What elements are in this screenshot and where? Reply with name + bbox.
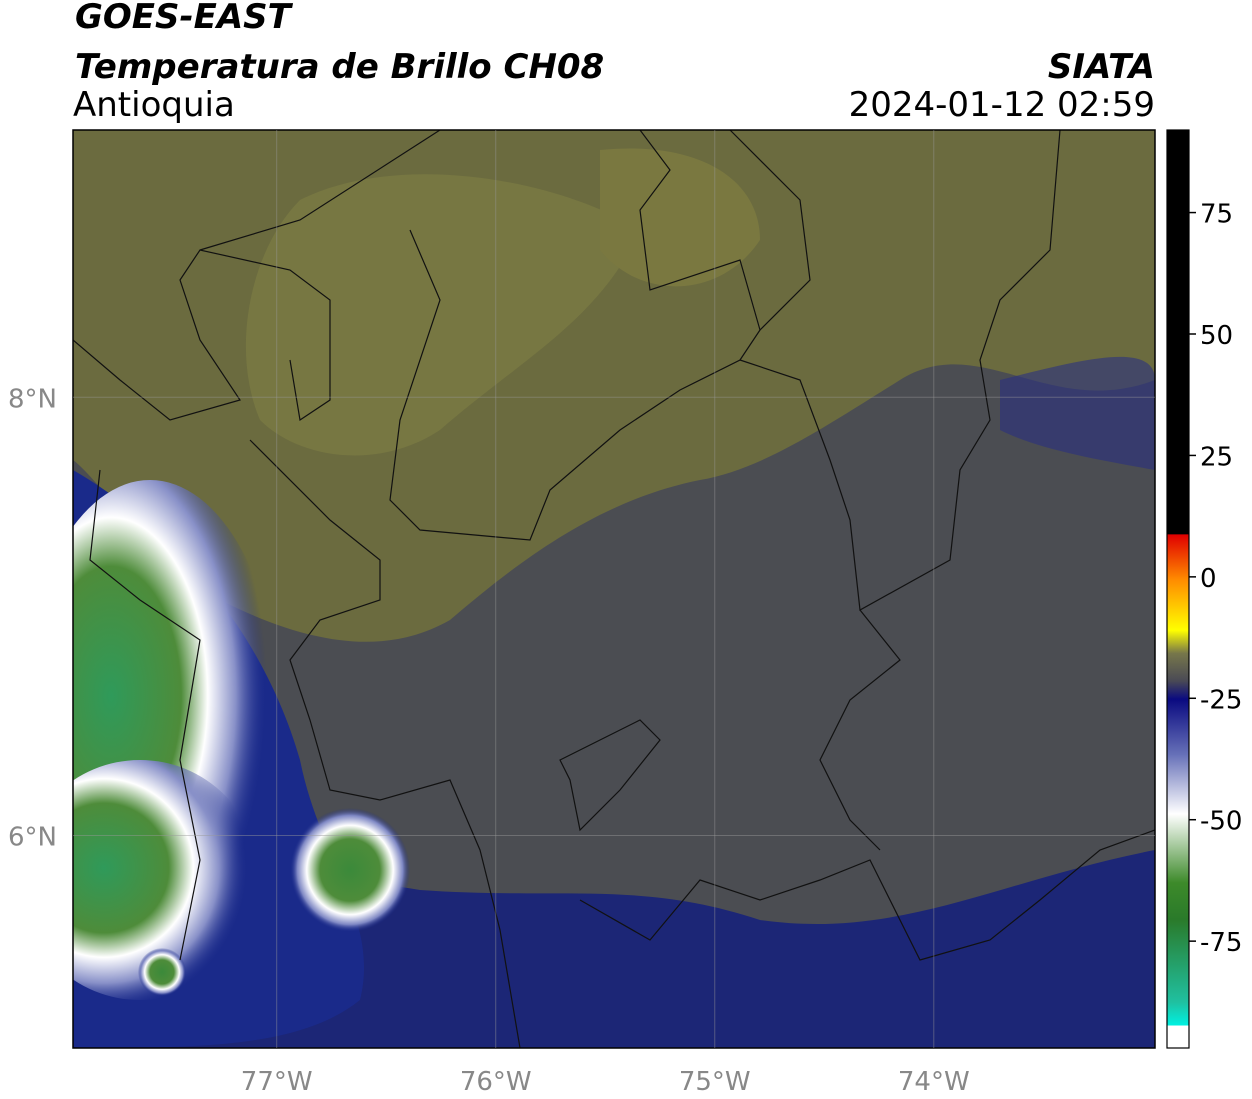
datetime: 2024-01-12 02:59 <box>849 85 1155 125</box>
title: GOES-EAST <box>75 0 294 37</box>
satellite-image <box>73 130 1155 1048</box>
y-tick-label: 6°N <box>8 822 57 852</box>
source: SIATA <box>1048 47 1155 87</box>
colorbar-tick-label: 0 <box>1200 564 1217 594</box>
x-tick-label: 74°W <box>898 1067 970 1097</box>
x-tick-label: 76°W <box>460 1067 532 1097</box>
colorbar <box>1166 129 1190 1049</box>
x-tick-label: 77°W <box>241 1067 313 1097</box>
subtitle: Temperatura de Brillo CH08 <box>75 47 604 87</box>
colorbar-tick-label: 50 <box>1200 321 1233 351</box>
y-tick-label: 8°N <box>8 384 57 414</box>
colorbar-tick-label: -75 <box>1200 928 1242 958</box>
colorbar-tick-label: -50 <box>1200 807 1242 837</box>
region: Antioquia <box>73 85 235 125</box>
colorbar-tick-label: 25 <box>1200 442 1233 472</box>
x-tick-label: 75°W <box>679 1067 751 1097</box>
colorbar-tick-label: 75 <box>1200 200 1233 230</box>
map-frame <box>72 129 1156 1049</box>
colorbar-tick-label: -25 <box>1200 685 1242 715</box>
